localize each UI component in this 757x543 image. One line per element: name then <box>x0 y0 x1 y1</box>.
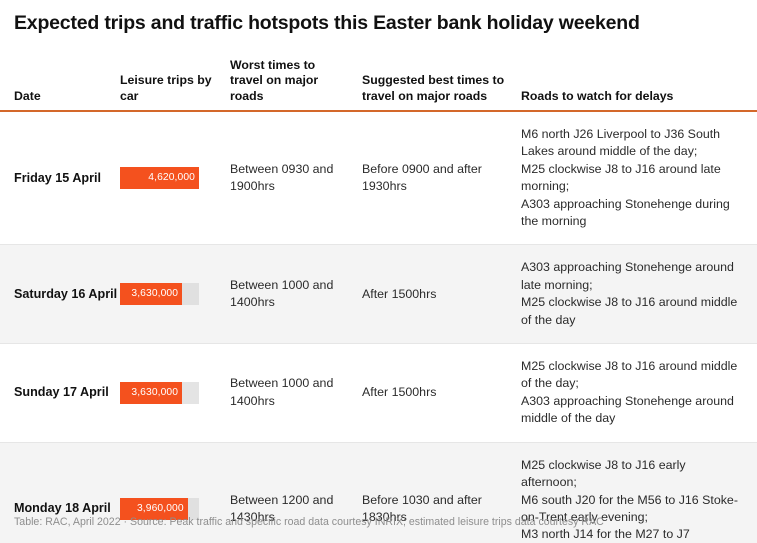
cell-worst-times: Between 1200 and 1430hrs <box>230 492 334 524</box>
cell-best-times: Before 1030 and after 1830hrs <box>362 492 482 524</box>
bar-track: 4,620,000 <box>120 167 199 190</box>
bar-fill: 3,630,000 <box>120 283 183 306</box>
cell-leisure-trips: 3,630,000 <box>120 368 230 418</box>
cell-roads-to-watch: M6 north J26 Liverpool to J36 South Lake… <box>521 112 743 244</box>
bar-fill: 3,960,000 <box>120 497 188 520</box>
road-note: M25 clockwise J8 to J16 around middle of… <box>521 295 738 327</box>
table-row: Monday 18 April 3,960,000 Between 1200 and… <box>0 441 757 543</box>
cell-date: Monday 18 April <box>14 486 120 531</box>
page-title: Expected trips and traffic hotspots this… <box>14 12 640 34</box>
cell-date: Sunday 17 April <box>14 370 120 415</box>
date-label: Monday 18 April <box>14 501 111 516</box>
cell-leisure-trips: 4,620,000 <box>120 153 230 203</box>
column-header-date: Date <box>14 88 41 103</box>
cell-roads-to-watch: M25 clockwise J8 to J16 around middle of… <box>521 344 743 442</box>
road-note: A303 approaching Stonehenge around late … <box>521 260 734 292</box>
bar-value-label: 4,620,000 <box>148 172 195 184</box>
date-label: Saturday 16 April <box>14 286 118 301</box>
road-note: M6 north J26 Liverpool to J36 South Lake… <box>521 127 721 159</box>
table-header-row: Date Leisure trips by car Worst times to… <box>0 55 757 112</box>
bar-value-label: 3,960,000 <box>136 502 184 514</box>
road-note: A303 approaching Stonehenge during the m… <box>521 196 730 229</box>
cell-leisure-trips: 3,960,000 <box>120 484 230 534</box>
date-label: Sunday 17 April <box>14 385 109 400</box>
cell-leisure-trips: 3,630,000 <box>120 269 230 319</box>
cell-best-times: Before 0900 and after 1930hrs <box>362 161 482 194</box>
table-body: Friday 15 April 4,620,000 Between 0930 and… <box>0 112 757 543</box>
cell-worst-times: Between 1000 and 1400hrs <box>230 277 334 310</box>
table-row: Friday 15 April 4,620,000 Between 0930 and… <box>0 112 757 244</box>
road-note: M3 north J14 for the M27 to J7 Basingsto… <box>521 527 690 542</box>
cell-roads-to-watch: M25 clockwise J8 to J16 early afternoon;… <box>521 443 743 543</box>
cell-best-times: After 1500hrs <box>362 385 437 400</box>
cell-date: Saturday 16 April <box>14 272 120 317</box>
road-note: M25 clockwise J8 to J16 around late morn… <box>521 161 721 194</box>
bar-track: 3,630,000 <box>120 283 199 306</box>
bar-fill: 3,630,000 <box>120 381 183 404</box>
bar-value-label: 3,630,000 <box>131 288 179 300</box>
cell-worst-times: Between 0930 and 1900hrs <box>230 161 334 194</box>
bar-value-label: 3,630,000 <box>131 386 179 398</box>
column-header-worst-times: Worst times to travel on major roads <box>230 57 319 103</box>
column-header-roads: Roads to watch for delays <box>521 88 674 103</box>
data-table: Date Leisure trips by car Worst times to… <box>0 55 757 543</box>
table-row: Saturday 16 April 3,630,000 Between 1000 a… <box>0 244 757 344</box>
table-row: Sunday 17 April 3,630,000 Between 1000 and… <box>0 343 757 442</box>
cell-worst-times: Between 1000 and 1400hrs <box>230 376 334 408</box>
road-note: A303 approaching Stonehenge around middl… <box>521 393 734 426</box>
cell-best-times: After 1500hrs <box>362 286 437 301</box>
road-note: M25 clockwise J8 to J16 early afternoon; <box>521 457 686 490</box>
cell-roads-to-watch: A303 approaching Stonehenge around late … <box>521 245 743 343</box>
road-note: M6 south J20 for the M56 to J16 Stoke-on… <box>521 492 738 524</box>
cell-date: Friday 15 April <box>14 156 120 201</box>
column-header-best-times: Suggested best times to travel on major … <box>362 73 505 103</box>
bar-track: 3,630,000 <box>120 381 199 404</box>
column-header-leisure-trips: Leisure trips by car <box>120 73 212 103</box>
source-note: Table: RAC, April 2022 · Source: Peak tr… <box>14 516 604 528</box>
bar-track: 3,960,000 <box>120 497 199 520</box>
road-note: M25 clockwise J8 to J16 around middle of… <box>521 359 738 391</box>
bar-fill: 4,620,000 <box>120 167 199 190</box>
date-label: Friday 15 April <box>14 170 102 185</box>
